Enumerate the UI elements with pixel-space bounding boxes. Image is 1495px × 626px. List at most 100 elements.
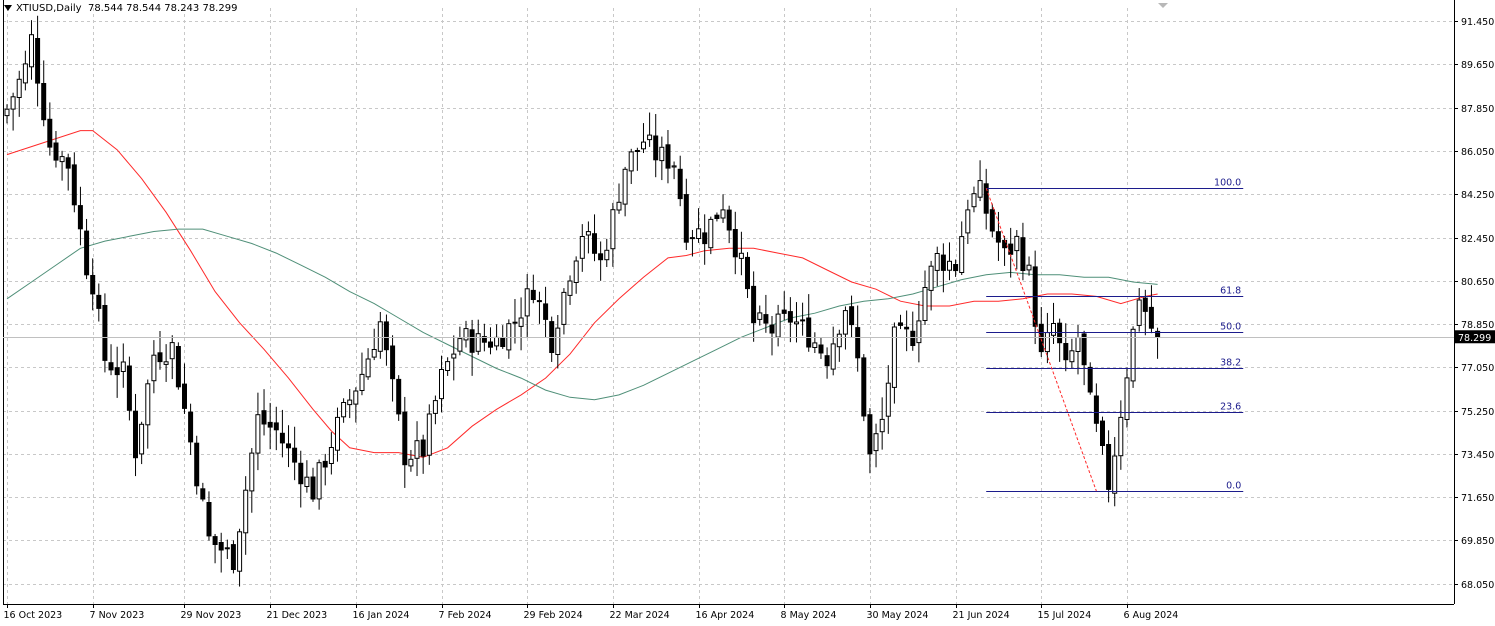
candle-bear (90, 275, 96, 295)
candle-bull (341, 402, 347, 418)
x-tick-label: 6 Aug 2024 (1124, 610, 1179, 621)
candle-bear (157, 352, 163, 363)
last-price-label: 78.299 (1458, 333, 1491, 344)
candle-bear (188, 411, 194, 443)
candle-bull (432, 400, 438, 414)
fib-level-label: 50.0 (1220, 322, 1241, 333)
candle-bear (292, 447, 298, 463)
candle-bull (451, 353, 457, 359)
candle-bull (1112, 455, 1118, 494)
y-tick-label: 75.250 (1461, 407, 1494, 418)
candle-bear (898, 322, 903, 326)
candle-bull (628, 151, 634, 172)
candle-bear (861, 357, 867, 417)
candle-bull (243, 489, 249, 534)
candle-bear (481, 336, 487, 343)
y-tick-label: 68.050 (1461, 580, 1494, 591)
candle-bull (1075, 337, 1081, 352)
candle-bull (139, 423, 145, 455)
dropdown-triangle-icon[interactable] (4, 5, 12, 11)
candle-bear (1148, 306, 1154, 329)
candle-bear (206, 502, 212, 537)
fib-trendline (985, 188, 1097, 492)
candle-bear (41, 83, 47, 121)
candle-bull (555, 327, 561, 356)
candle-bear (665, 144, 671, 169)
candle-bull (971, 193, 977, 208)
candle-bull (1051, 323, 1056, 336)
candle-bull (579, 236, 585, 259)
candle-bull (524, 288, 530, 317)
candle-bear (126, 365, 132, 411)
candle-bear (1020, 237, 1026, 271)
y-tick-label: 77.050 (1461, 363, 1494, 374)
candle-bear (396, 378, 402, 415)
candle-bull (585, 231, 591, 236)
x-tick-label: 16 Oct 2023 (4, 610, 63, 621)
candle-bear (488, 341, 493, 348)
candle-bear (133, 410, 138, 459)
candle-bull (885, 382, 891, 417)
candle-bear (867, 414, 873, 455)
candle-bear (683, 194, 689, 243)
candle-bull (1044, 332, 1050, 353)
candle-bull (836, 333, 842, 348)
candle-bear (806, 317, 812, 348)
candle-bull (934, 253, 940, 271)
candle-bull (879, 418, 885, 433)
x-tick-label: 29 Nov 2023 (181, 610, 242, 621)
fib-level-label: 23.6 (1220, 402, 1241, 413)
candle-bear (420, 439, 426, 457)
candle-bull (414, 440, 420, 459)
y-tick-label: 86.050 (1461, 147, 1494, 158)
candle-bull (616, 201, 622, 211)
candle-bear (653, 135, 659, 161)
candle-bull (610, 209, 616, 250)
x-tick-label: 22 Mar 2024 (610, 610, 670, 621)
fibonacci-retracement: 100.0 61.8 50.0 38.2 23.6 0.0 (985, 178, 1244, 492)
x-tick-label: 30 May 2024 (867, 610, 929, 621)
candle-bear (194, 442, 200, 487)
candle-bull (647, 134, 653, 141)
candle-bear (77, 205, 83, 230)
candle-bear (940, 254, 946, 271)
candle-bull (408, 458, 414, 467)
fib-level-label: 0.0 (1226, 481, 1241, 492)
symbol-name: XTIUSD,Daily (16, 3, 82, 14)
candle-bull (59, 156, 65, 163)
candle-bull (757, 312, 763, 320)
candle-bear (182, 383, 187, 409)
candle-bull (708, 218, 714, 249)
candle-bear (267, 421, 273, 428)
candle-bear (279, 432, 285, 444)
candle-bear (989, 209, 995, 232)
candle-bull (720, 209, 726, 219)
candle-bear (910, 330, 916, 346)
scroll-marker-icon[interactable] (1158, 3, 1168, 8)
candle-bull (891, 326, 897, 388)
last-price-tag: 78.299 (3, 330, 1495, 344)
candle-bear (849, 306, 855, 326)
candle-bull (696, 228, 702, 240)
candle-bear (322, 460, 328, 468)
candle-bull (922, 287, 928, 321)
candle-bear (1142, 297, 1148, 312)
candle-bull (689, 237, 695, 240)
candle-bear (108, 362, 114, 371)
candle-bear (530, 289, 536, 300)
candle-bull (359, 373, 365, 391)
candle-bull (959, 236, 965, 274)
candle-bear (1008, 243, 1014, 255)
candle-bull (328, 447, 334, 464)
candle-bull (377, 321, 383, 352)
candle-bear (310, 476, 316, 500)
candle-bear (732, 229, 738, 258)
candle-bear (592, 233, 597, 254)
candle-bull (873, 433, 879, 452)
symbol-header: XTIUSD,Daily 78.544 78.544 78.243 78.299 (4, 3, 237, 14)
candle-bull (604, 249, 610, 261)
candle-bull (965, 209, 971, 234)
candle-bull (573, 260, 579, 283)
